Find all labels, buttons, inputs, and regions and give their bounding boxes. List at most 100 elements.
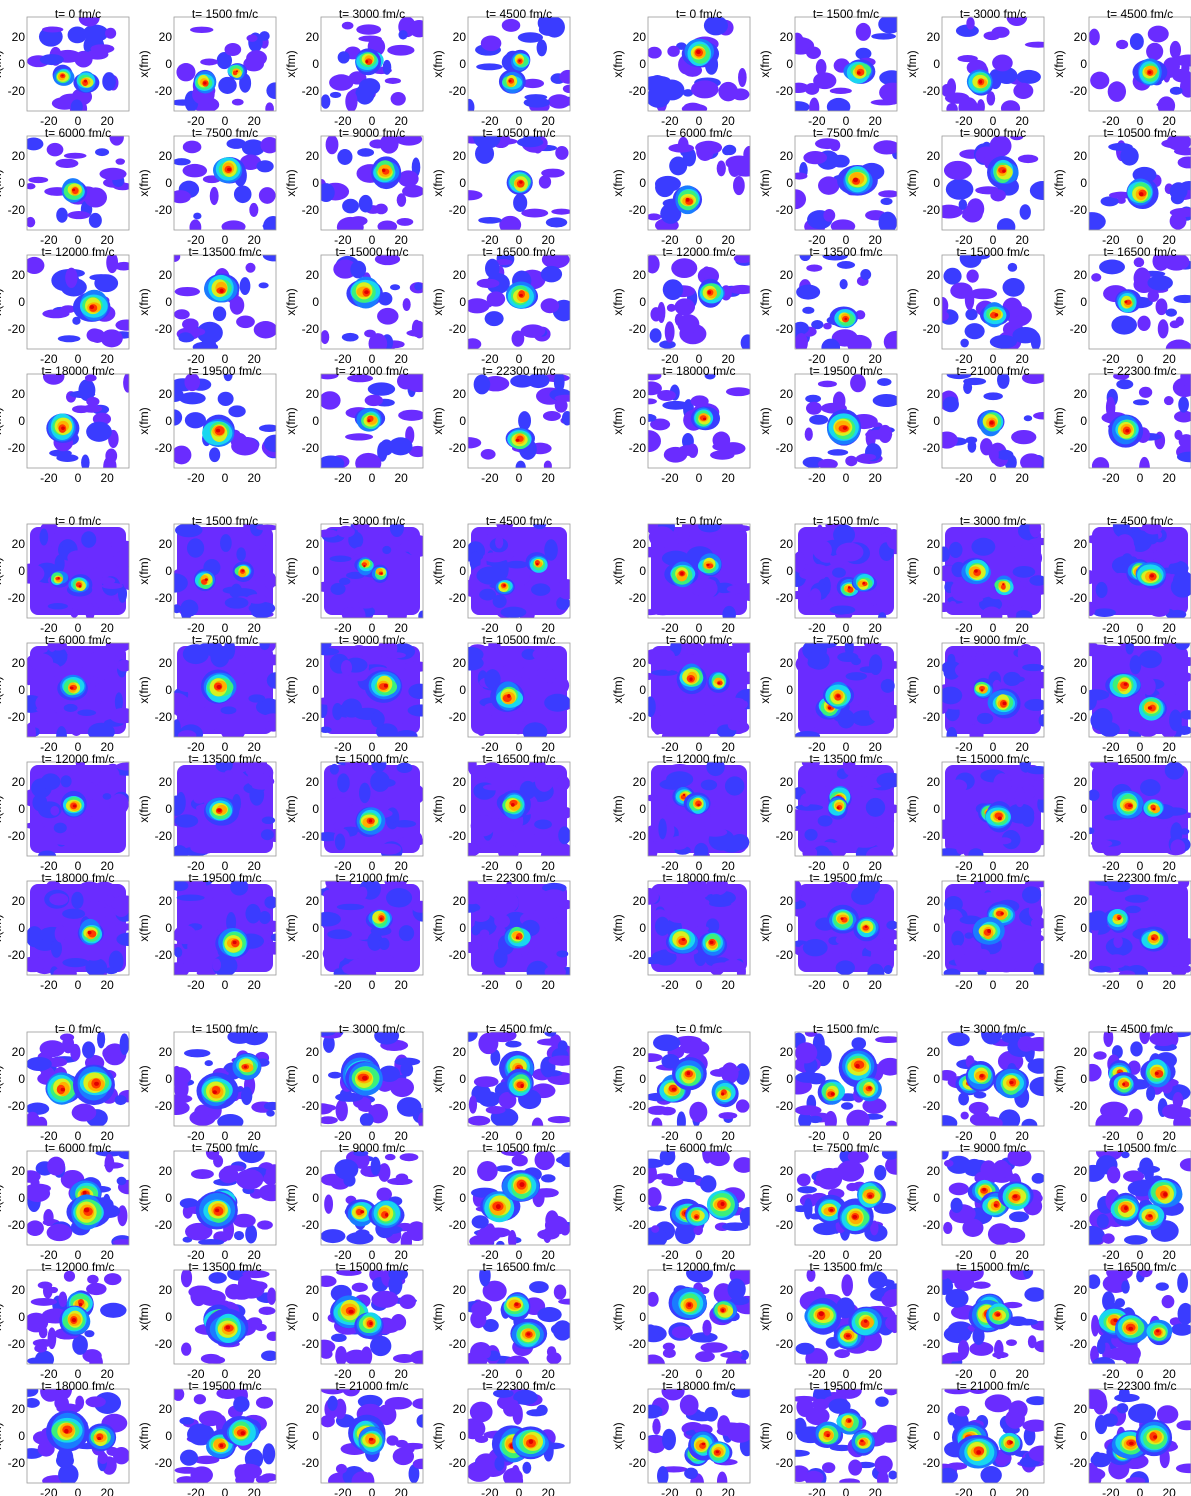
panel-frame xyxy=(1088,1031,1191,1127)
density-patch xyxy=(975,948,991,961)
y-tick-label: -20 xyxy=(8,591,26,605)
y-tick-label: -20 xyxy=(449,322,467,336)
density-patch xyxy=(477,1161,498,1182)
density-patch xyxy=(175,524,203,538)
y-tick-label: 20 xyxy=(12,537,26,551)
density-patch xyxy=(945,178,974,200)
density-patch xyxy=(408,445,423,458)
x-tick-label: 0 xyxy=(516,859,523,873)
y-tick-label: 20 xyxy=(927,775,941,789)
panel-frame xyxy=(173,1269,277,1365)
density-patch xyxy=(468,1418,486,1440)
y-tick-label: -20 xyxy=(155,591,173,605)
density-patch xyxy=(384,652,406,659)
density-patch xyxy=(1125,643,1135,655)
density-patch xyxy=(70,607,79,618)
y-tick-label: 0 xyxy=(18,1072,25,1086)
x-tick-label: -20 xyxy=(955,1367,973,1381)
density-contour xyxy=(842,426,848,430)
x-tick-label: 0 xyxy=(369,1248,376,1262)
y-tick-label: -20 xyxy=(1070,948,1088,962)
density-patch xyxy=(728,158,742,177)
density-patch xyxy=(823,322,832,330)
density-patch xyxy=(30,527,126,615)
density-patch xyxy=(967,440,977,453)
panel-frame xyxy=(467,642,571,738)
density-field xyxy=(942,136,1044,230)
x-tick-label: 20 xyxy=(721,1248,735,1262)
x-tick-label: 20 xyxy=(247,352,261,366)
density-patch xyxy=(1113,374,1130,380)
y-tick-label: 0 xyxy=(18,414,25,428)
x-tick-label: 0 xyxy=(75,1129,82,1143)
density-patch xyxy=(1014,786,1026,808)
y-axis-label: x(fm) xyxy=(431,795,445,822)
density-patch xyxy=(1171,968,1187,975)
panel-title: t= 0 fm/c xyxy=(55,514,101,528)
density-patch xyxy=(841,952,853,959)
density-patch xyxy=(390,91,406,106)
density-patch xyxy=(233,1396,250,1413)
density-patch xyxy=(176,894,205,902)
density-patch xyxy=(1008,676,1025,683)
density-patch xyxy=(251,606,272,618)
x-tick-label: 20 xyxy=(1015,1129,1029,1143)
density-patch xyxy=(402,184,423,198)
density-patch xyxy=(657,389,676,402)
density-patch xyxy=(218,894,236,903)
density-patch xyxy=(1024,698,1044,711)
density-patch xyxy=(729,797,745,807)
density-patch xyxy=(228,405,246,418)
density-patch xyxy=(1089,601,1096,616)
density-field xyxy=(795,762,897,856)
density-patch xyxy=(1027,1058,1044,1074)
y-tick-label: -20 xyxy=(1070,1218,1088,1232)
density-patch xyxy=(1089,1274,1101,1289)
panel-top-right-5: t= 7500 fm/cx(fm)200-20-20 0 20 xyxy=(758,126,898,247)
panel-frame xyxy=(467,254,571,350)
y-tick-label: -20 xyxy=(302,322,320,336)
density-patch xyxy=(409,19,423,38)
panel-bottom-right-0: t= 0 fm/cx(fm)200-20-20 0 20 xyxy=(611,1022,751,1143)
density-patch xyxy=(531,1117,544,1126)
density-patch xyxy=(813,72,837,90)
x-tick-label: 0 xyxy=(75,859,82,873)
y-axis-label: x(fm) xyxy=(284,1184,298,1211)
density-patch xyxy=(1163,255,1190,271)
x-tick-label: 0 xyxy=(516,1129,523,1143)
density-patch xyxy=(648,1354,665,1364)
density-patch xyxy=(321,94,331,109)
density-patch xyxy=(99,167,127,181)
density-patch xyxy=(1002,277,1025,297)
density-patch xyxy=(795,321,809,335)
density-patch xyxy=(676,1162,695,1182)
panel-middle-right-6: t= 9000 fm/cx(fm)200-20-20 0 20 xyxy=(905,633,1045,754)
density-patch xyxy=(86,396,100,407)
y-tick-label: -20 xyxy=(302,1456,320,1470)
density-patch xyxy=(1174,643,1190,650)
density-patch xyxy=(648,413,657,422)
y-tick-label: 20 xyxy=(780,656,794,670)
x-tick-label: 0 xyxy=(369,233,376,247)
density-patch xyxy=(220,534,232,552)
density-patch xyxy=(56,1447,74,1468)
y-tick-label: 20 xyxy=(159,1402,173,1416)
density-patch xyxy=(943,160,972,180)
density-contour xyxy=(706,563,710,567)
density-patch xyxy=(943,1325,972,1344)
density-patch xyxy=(217,1114,244,1126)
density-patch xyxy=(544,965,567,975)
density-patch xyxy=(942,297,949,314)
y-tick-label: 0 xyxy=(312,414,319,428)
density-contour xyxy=(709,940,714,944)
density-patch xyxy=(406,1221,423,1242)
density-patch xyxy=(505,709,528,725)
x-tick-label: -20 xyxy=(1102,352,1120,366)
y-axis-label: x(fm) xyxy=(758,50,772,77)
panel-frame xyxy=(173,1031,277,1127)
density-patch xyxy=(186,538,205,558)
y-tick-label: 20 xyxy=(306,1164,320,1178)
x-tick-label: 20 xyxy=(1162,352,1176,366)
density-patch xyxy=(177,730,197,737)
density-field xyxy=(27,643,129,737)
